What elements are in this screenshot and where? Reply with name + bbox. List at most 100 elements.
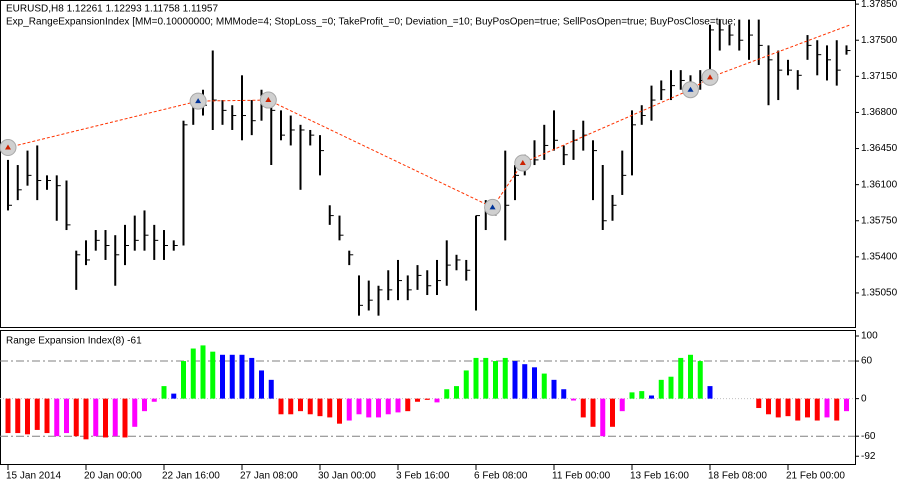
histogram-bar xyxy=(532,367,537,399)
histogram-bar xyxy=(122,398,128,438)
y-tick-label: 1.36800 xyxy=(861,107,898,118)
histogram-bar xyxy=(327,398,333,418)
histogram-bar xyxy=(239,354,245,399)
histogram-bar xyxy=(658,379,664,399)
chart-title: EURUSD,H8 1.12261 1.12293 1.11758 1.1195… xyxy=(6,4,218,15)
histogram-bar xyxy=(512,361,518,399)
histogram-bar xyxy=(298,398,303,412)
histogram-bar xyxy=(502,357,508,399)
histogram-bar xyxy=(697,361,703,399)
histogram-bar xyxy=(34,398,40,430)
x-tick-label: 18 Feb 08:00 xyxy=(708,471,767,482)
histogram-bar xyxy=(405,398,411,412)
x-tick-label: 22 Jan 16:00 xyxy=(162,471,220,482)
histogram-bar xyxy=(356,398,362,415)
y-tick-label: 1.35050 xyxy=(861,288,898,299)
x-tick-label: 6 Feb 08:00 xyxy=(474,471,528,482)
histogram-bar xyxy=(688,354,693,399)
histogram-bar xyxy=(385,398,391,415)
x-tick-label: 21 Feb 00:00 xyxy=(786,471,845,482)
histogram-bar xyxy=(639,391,645,399)
y-tick-label: 100 xyxy=(861,331,878,342)
y-tick-label: 1.36100 xyxy=(861,179,898,190)
price-panel xyxy=(0,0,856,328)
histogram-bar xyxy=(571,398,576,401)
y-tick-label: 1.35400 xyxy=(861,251,898,262)
histogram-bar xyxy=(73,398,79,437)
x-tick-label: 13 Feb 16:00 xyxy=(630,471,689,482)
trade-marker xyxy=(489,204,496,210)
histogram-bar xyxy=(337,398,342,424)
histogram-bar xyxy=(541,373,547,399)
histogram-bar xyxy=(454,386,459,399)
histogram-bar xyxy=(5,398,11,434)
x-tick-label: 11 Feb 00:00 xyxy=(552,471,611,482)
histogram-bar xyxy=(775,398,781,418)
histogram-bar xyxy=(210,351,216,399)
trade-marker xyxy=(5,144,11,150)
histogram-bar xyxy=(376,398,381,418)
histogram-bar xyxy=(200,345,206,399)
histogram-bar xyxy=(707,386,713,399)
y-tick-label: 1.35750 xyxy=(861,215,898,226)
trade-marker xyxy=(195,98,202,104)
histogram-bar xyxy=(249,357,255,399)
histogram-bar xyxy=(93,398,99,437)
histogram-bar xyxy=(483,357,489,399)
x-tick-label: 30 Jan 00:00 xyxy=(318,471,376,482)
histogram-bar xyxy=(415,398,420,402)
histogram-bar xyxy=(756,398,762,409)
histogram-bar xyxy=(259,370,264,399)
histogram-bar xyxy=(444,389,450,399)
histogram-bar xyxy=(44,398,50,434)
histogram-bar xyxy=(395,398,401,413)
histogram-bar xyxy=(317,398,323,417)
trade-marker xyxy=(265,97,272,103)
histogram-bar xyxy=(473,357,479,399)
histogram-bar xyxy=(190,348,196,399)
x-tick-label: 15 Jan 2014 xyxy=(6,471,61,482)
histogram-bar xyxy=(103,398,108,438)
histogram-bar xyxy=(83,398,89,440)
histogram-bar xyxy=(15,398,21,434)
histogram-bar xyxy=(834,398,840,421)
histogram-bar xyxy=(805,398,810,418)
histogram-bar xyxy=(580,398,586,418)
histogram-bar xyxy=(142,398,147,412)
histogram-bar xyxy=(181,361,186,399)
histogram-bar xyxy=(766,398,771,415)
histogram-bar xyxy=(112,398,118,437)
y-tick-label: 1.37850 xyxy=(861,0,898,10)
histogram-bar xyxy=(366,398,372,418)
histogram-bar xyxy=(844,398,849,412)
histogram-bar xyxy=(229,354,235,399)
histogram-bar xyxy=(629,392,635,399)
histogram-bar xyxy=(463,370,469,399)
histogram-bar xyxy=(551,379,557,399)
price-plot xyxy=(0,19,851,316)
y-tick-label: -92 xyxy=(861,451,876,462)
histogram-bar xyxy=(493,361,498,399)
y-tick-label: 0 xyxy=(861,393,867,404)
histogram-bar xyxy=(522,364,528,399)
histogram-bar xyxy=(132,398,138,427)
histogram-bar xyxy=(600,398,606,437)
histogram-bar xyxy=(649,395,654,399)
histogram-bar xyxy=(590,398,596,427)
histogram-bar xyxy=(161,386,167,399)
histogram-bar xyxy=(610,398,615,427)
histogram-bar xyxy=(268,379,274,399)
y-tick-label: 1.37500 xyxy=(861,35,898,46)
histogram-bar xyxy=(346,398,352,421)
y-tick-label: 1.37150 xyxy=(861,71,898,82)
histogram-bar xyxy=(619,398,625,412)
histogram-bar xyxy=(795,398,801,421)
indicator-title: Range Expansion Index(8) -61 xyxy=(6,336,142,347)
x-tick-label: 20 Jan 00:00 xyxy=(84,471,142,482)
histogram-bar xyxy=(288,398,294,415)
y-tick-label: 1.36450 xyxy=(861,143,898,154)
histogram-bar xyxy=(785,398,791,417)
trade-marker xyxy=(519,159,526,165)
trade-marker xyxy=(687,86,694,92)
